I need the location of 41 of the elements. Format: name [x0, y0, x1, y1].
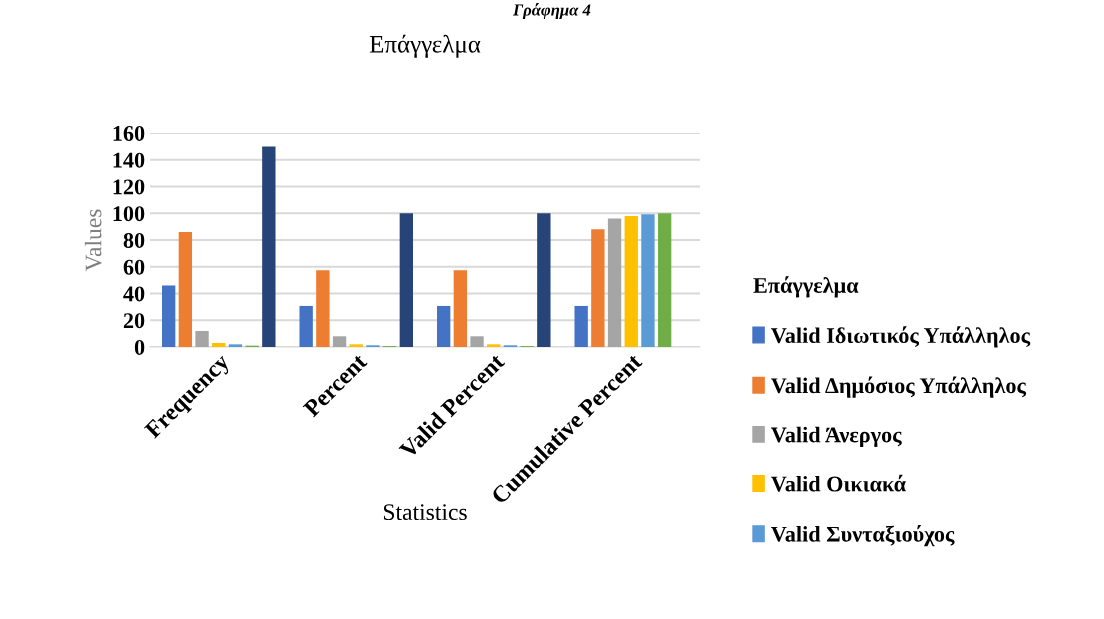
- legend-label: Valid Δημόσιος Υπάλληλος: [771, 376, 1027, 398]
- legend-label: Valid Συνταξιούχος: [771, 524, 955, 547]
- bar: [470, 336, 484, 347]
- y-axis-title: Values: [84, 209, 102, 272]
- y-tick-label: 100: [113, 206, 145, 222]
- y-tick-label: 120: [113, 179, 145, 195]
- bar: [228, 344, 243, 347]
- y-tick-label: 0: [134, 339, 145, 355]
- bar: [178, 231, 193, 347]
- chart-title: Επάγγελμα: [369, 34, 481, 58]
- bar: [299, 305, 313, 347]
- legend-title: Επάγγελμα: [753, 276, 859, 298]
- bar: [453, 270, 468, 347]
- text: Γράφημα 4: [512, 3, 591, 19]
- bar: [574, 305, 588, 347]
- bar: [657, 213, 672, 347]
- legend-label: Valid Άνεργος: [771, 426, 902, 447]
- bar: [212, 342, 226, 347]
- bar: [316, 270, 330, 347]
- y-tick-label: 20: [123, 313, 145, 329]
- legend-label: Valid Οικιακά: [771, 474, 906, 492]
- bar: [624, 215, 638, 347]
- y-tick-label: 40: [123, 286, 145, 302]
- bar: [591, 229, 605, 347]
- bar: [262, 146, 276, 347]
- bar: [487, 344, 501, 347]
- y-tick-label: 140: [113, 152, 145, 168]
- y-tick-label: 60: [123, 259, 145, 275]
- bar: [332, 336, 347, 347]
- bar: [195, 330, 209, 347]
- legend-label: Valid Ιδιωτικός Υπάλληλος: [771, 326, 1031, 348]
- y-tick-label: 80: [123, 232, 145, 248]
- bar: [349, 344, 363, 347]
- bar: [436, 305, 451, 347]
- y-tick-label: 160: [113, 125, 145, 141]
- bar: [607, 218, 622, 347]
- bar: [537, 213, 551, 347]
- bar: [641, 214, 655, 347]
- bar: [399, 213, 414, 347]
- x-axis-title: Statistics: [383, 504, 467, 521]
- bar: [161, 285, 176, 347]
